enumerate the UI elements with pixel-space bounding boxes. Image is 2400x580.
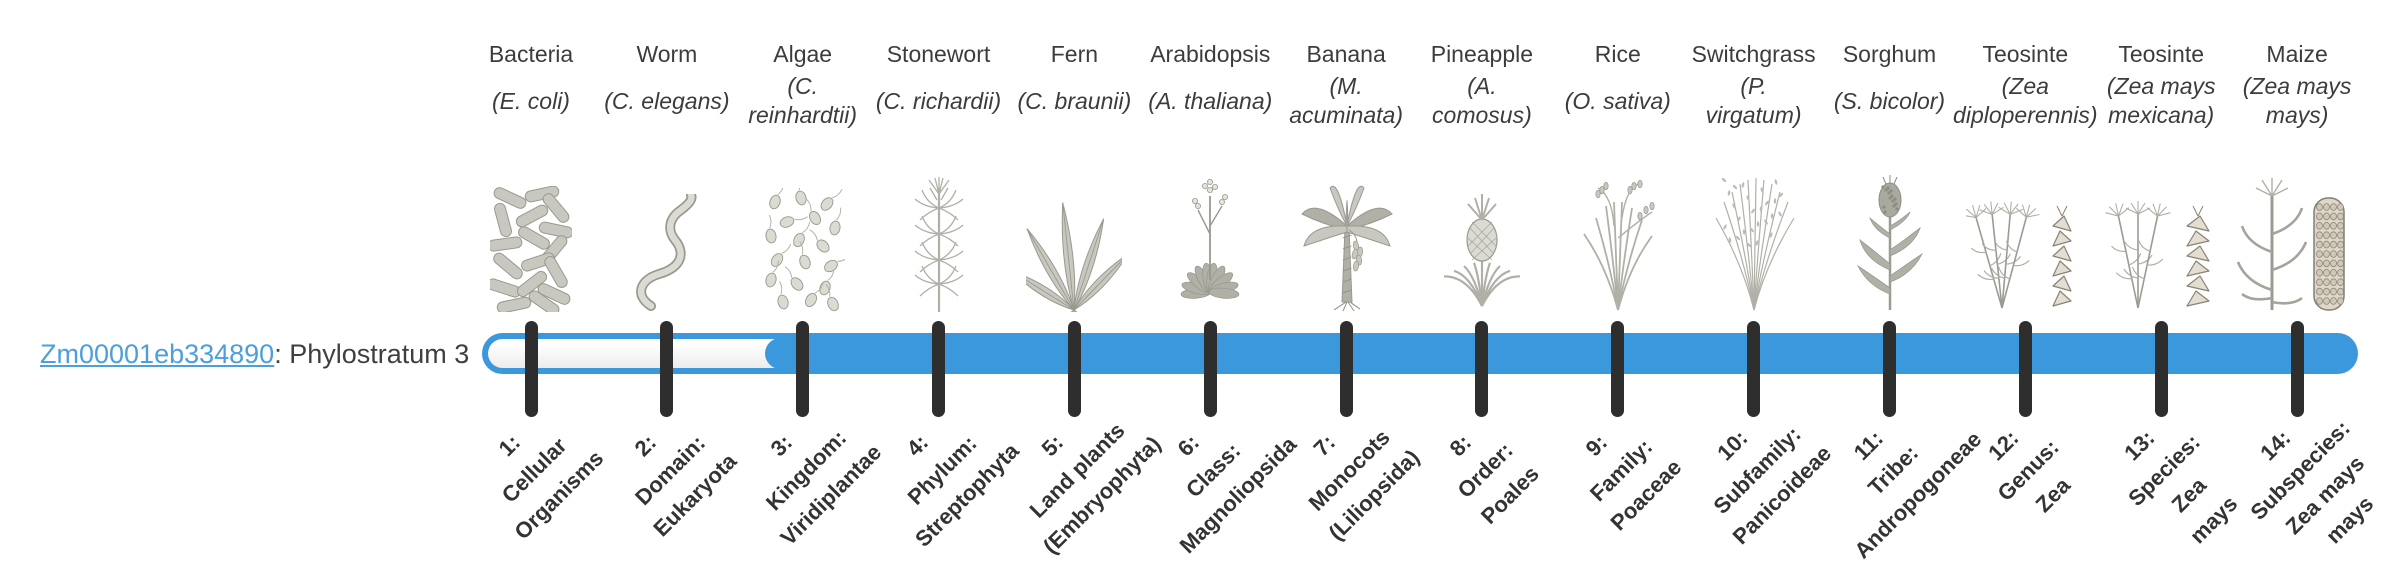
gene-phylostratum-text: : Phylostratum 3 [274, 339, 470, 369]
tick-stratum-10 [1747, 321, 1761, 417]
organism-header: Stonewort (C. richardii) [851, 38, 1027, 132]
organism-common-name: Arabidopsis [1150, 41, 1271, 67]
organism-latin-name: (P. virgatum) [1666, 70, 1842, 132]
arabidopsis-icon [1168, 170, 1252, 312]
tick-stratum-13 [2154, 321, 2168, 417]
tick-stratum-6 [1203, 321, 1217, 417]
tick-stratum-4 [932, 321, 945, 417]
tick-stratum-5 [1067, 321, 1081, 417]
organism-latin-name-line: (A. thaliana) [1148, 87, 1273, 114]
organism-common-name: Pineapple [1430, 41, 1534, 67]
pineapple-icon [1438, 170, 1526, 312]
organism-latin-name: (C. richardii) [851, 70, 1027, 132]
organism-latin-name-line: reinhardtii) [748, 102, 858, 128]
organism-header: Switchgrass (P. virgatum) [1666, 38, 1842, 132]
organism-header: Fern (C. braunii) [986, 38, 1162, 132]
organism-latin-name: (O. sativa) [1530, 70, 1706, 132]
organism-header: Sorghum (S. bicolor) [1802, 38, 1978, 132]
teosinte-diplo-icon [1966, 170, 2084, 312]
organism-common-name: Fern [1050, 41, 1099, 67]
organism-latin-name-line: mays) [2265, 102, 2329, 128]
organism-latin-name-line: (M. [1329, 73, 1363, 99]
organism-latin-name-line: diploperennis) [1953, 102, 2098, 128]
organism-header: Teosinte (Zea mays mexicana) [2073, 38, 2249, 132]
organism-latin-name-line: (P. [1740, 73, 1767, 99]
organism-latin-name: (E. coli) [443, 70, 619, 132]
worm-icon [627, 170, 707, 312]
tick-stratum-9 [1611, 321, 1625, 417]
timeline-track-unfilled [488, 339, 818, 368]
organism-latin-name: (A. thaliana) [1122, 70, 1298, 132]
gene-id-link[interactable]: Zm00001eb334890 [40, 339, 275, 369]
tick-stratum-2 [660, 321, 674, 417]
organism-latin-name-line: mexicana) [2108, 102, 2215, 128]
organism-common-name: Algae [773, 41, 833, 67]
organism-latin-name-line: (C. [787, 73, 819, 99]
tick-stratum-3 [796, 321, 810, 417]
organism-latin-name: (C. elegans) [579, 70, 755, 132]
teosinte-mex-icon [2102, 170, 2220, 312]
organism-latin-name-line: (S. bicolor) [1833, 87, 1946, 114]
timeline-fill [765, 338, 2352, 369]
organism-latin-name-line: (A. [1467, 73, 1497, 99]
tick-stratum-1 [524, 321, 538, 417]
organism-latin-name-line: (Zea mays [2242, 73, 2352, 99]
organism-common-name: Bacteria [488, 41, 574, 67]
organism-header: Algae (C. reinhardtii) [715, 38, 891, 132]
organism-header: Banana (M. acuminata) [1258, 38, 1434, 132]
organism-common-name: Banana [1306, 41, 1386, 67]
organism-latin-name-line: (O. sativa) [1564, 87, 1671, 114]
organism-header: Worm (C. elegans) [579, 38, 755, 132]
banana-icon [1296, 170, 1396, 312]
organism-latin-name: (A. comosus) [1394, 70, 1570, 132]
organism-latin-name-line: virgatum) [1705, 102, 1802, 128]
stonewort-icon [904, 170, 974, 312]
organism-latin-name-line: (C. richardii) [875, 87, 1002, 114]
organism-common-name: Stonewort [886, 41, 991, 67]
organism-header: Arabidopsis (A. thaliana) [1122, 38, 1298, 132]
organism-header: Pineapple (A. comosus) [1394, 38, 1570, 132]
organism-common-name: Teosinte [1982, 41, 2069, 67]
tick-stratum-14 [2290, 321, 2304, 417]
tick-stratum-11 [1883, 321, 1896, 417]
organism-latin-name-line: comosus) [1432, 102, 1532, 128]
gene-label: Zm00001eb334890: Phylostratum 3 [40, 337, 469, 371]
fern-icon [1026, 170, 1123, 312]
sorghum-icon [1850, 170, 1930, 312]
tick-stratum-12 [2018, 321, 2032, 417]
organism-common-name: Rice [1594, 41, 1641, 67]
algae-icon [761, 170, 845, 312]
organism-latin-name-line: (Zea mays [2106, 73, 2216, 99]
organism-common-name: Teosinte [2118, 41, 2205, 67]
organism-latin-name-line: (Zea [2001, 73, 2049, 99]
organism-common-name: Worm [636, 41, 698, 67]
switchgrass-icon [1708, 170, 1800, 312]
organism-latin-name: (Zea mays mexicana) [2073, 70, 2249, 132]
organism-common-name: Switchgrass [1691, 41, 1816, 67]
organism-latin-name: (S. bicolor) [1802, 70, 1978, 132]
organism-latin-name-line: (E. coli) [492, 87, 570, 114]
organism-header: Maize (Zea mays mays) [2209, 38, 2385, 132]
organism-latin-name: (Zea mays mays) [2209, 70, 2385, 132]
tick-stratum-8 [1475, 321, 1489, 417]
organism-common-name: Sorghum [1842, 41, 1937, 67]
maize-icon [2236, 170, 2358, 312]
organism-header: Teosinte (Zea diploperennis) [1937, 38, 2113, 132]
tick-stratum-7 [1339, 321, 1353, 417]
bacteria-icon [490, 170, 572, 312]
organism-header: Bacteria (E. coli) [443, 38, 619, 132]
organism-header: Rice (O. sativa) [1530, 38, 1706, 132]
organism-latin-name-line: acuminata) [1289, 102, 1403, 128]
organism-latin-name: (C. braunii) [986, 70, 1162, 132]
organism-latin-name: (M. acuminata) [1258, 70, 1434, 132]
organism-latin-name-line: (C. braunii) [1017, 87, 1132, 114]
organism-latin-name-line: (C. elegans) [604, 87, 730, 114]
rice-icon [1574, 170, 1662, 312]
organism-latin-name: (Zea diploperennis) [1937, 70, 2113, 132]
organism-latin-name: (C. reinhardtii) [715, 70, 891, 132]
organism-common-name: Maize [2266, 41, 2328, 67]
